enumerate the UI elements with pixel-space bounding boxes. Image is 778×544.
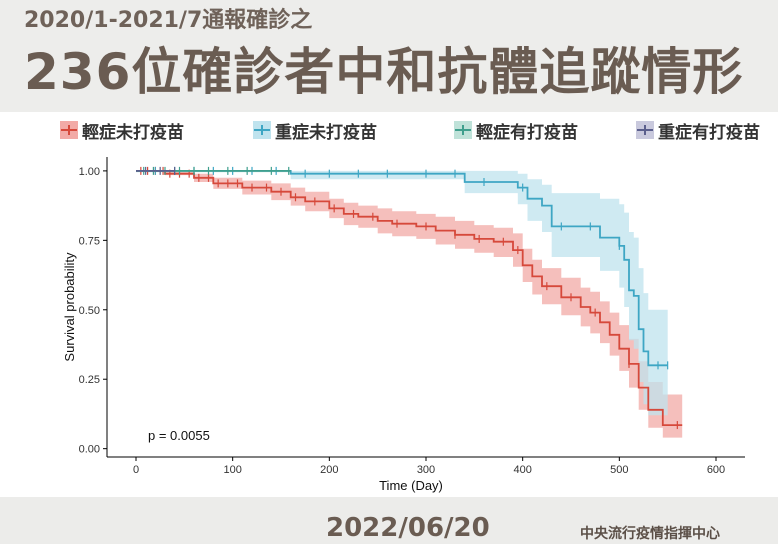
chart-legend: 輕症未打疫苗 重症未打疫苗 輕症有打疫苗 重症有打疫苗 bbox=[0, 118, 778, 143]
survival-line-1 bbox=[136, 170, 668, 367]
legend-label-mild-vaccinated: 輕症有打疫苗 bbox=[476, 122, 578, 143]
y-axis-label: Survival probability bbox=[62, 252, 77, 362]
legend-item-mild-unvaccinated: 輕症未打疫苗 bbox=[60, 118, 184, 143]
x-tick-label: 200 bbox=[320, 464, 338, 476]
x-tick-label: 300 bbox=[417, 464, 435, 476]
legend-key-severe-vaccinated bbox=[636, 121, 654, 139]
legend-key-severe-unvaccinated bbox=[253, 121, 271, 139]
y-tick-label: 0.50 bbox=[79, 305, 100, 317]
x-axis-label: Time (Day) bbox=[379, 478, 443, 493]
y-tick-label: 1.00 bbox=[79, 166, 100, 178]
y-tick-label: 0.75 bbox=[79, 235, 100, 247]
x-tick-label: 100 bbox=[223, 464, 241, 476]
footer-org: 中央流行疫情指揮中心 bbox=[580, 526, 720, 542]
legend-key-mild-unvaccinated bbox=[60, 121, 78, 139]
y-tick-label: 0.25 bbox=[79, 374, 100, 386]
legend-key-mild-vaccinated bbox=[454, 121, 472, 139]
footer-date: 2022/06/20 bbox=[326, 513, 490, 543]
header: 2020/1-2021/7通報確診之 236位確診者中和抗體追蹤情形 bbox=[0, 0, 778, 112]
legend-item-severe-vaccinated: 重症有打疫苗 bbox=[636, 118, 760, 143]
x-tick-label: 400 bbox=[513, 464, 531, 476]
legend-label-severe-vaccinated: 重症有打疫苗 bbox=[658, 122, 760, 143]
x-tick-label: 500 bbox=[610, 464, 628, 476]
survival-chart: 0 100 200 300 400 500 600 0.00 0.25 0.50 0.75 1.00 T… bbox=[62, 157, 745, 493]
x-tick-label: 0 bbox=[133, 464, 139, 476]
x-tick-label: 600 bbox=[707, 464, 725, 476]
p-value-annotation: p = 0.0055 bbox=[148, 428, 210, 443]
y-tick-label: 0.00 bbox=[79, 444, 100, 456]
header-title: 236位確診者中和抗體追蹤情形 bbox=[24, 43, 744, 101]
legend-label-severe-unvaccinated: 重症未打疫苗 bbox=[275, 122, 377, 143]
legend-item-mild-vaccinated: 輕症有打疫苗 bbox=[454, 118, 578, 143]
legend-item-severe-unvaccinated: 重症未打疫苗 bbox=[253, 118, 377, 143]
legend-label-mild-unvaccinated: 輕症未打疫苗 bbox=[82, 122, 184, 143]
header-subtitle: 2020/1-2021/7通報確診之 bbox=[24, 8, 313, 33]
